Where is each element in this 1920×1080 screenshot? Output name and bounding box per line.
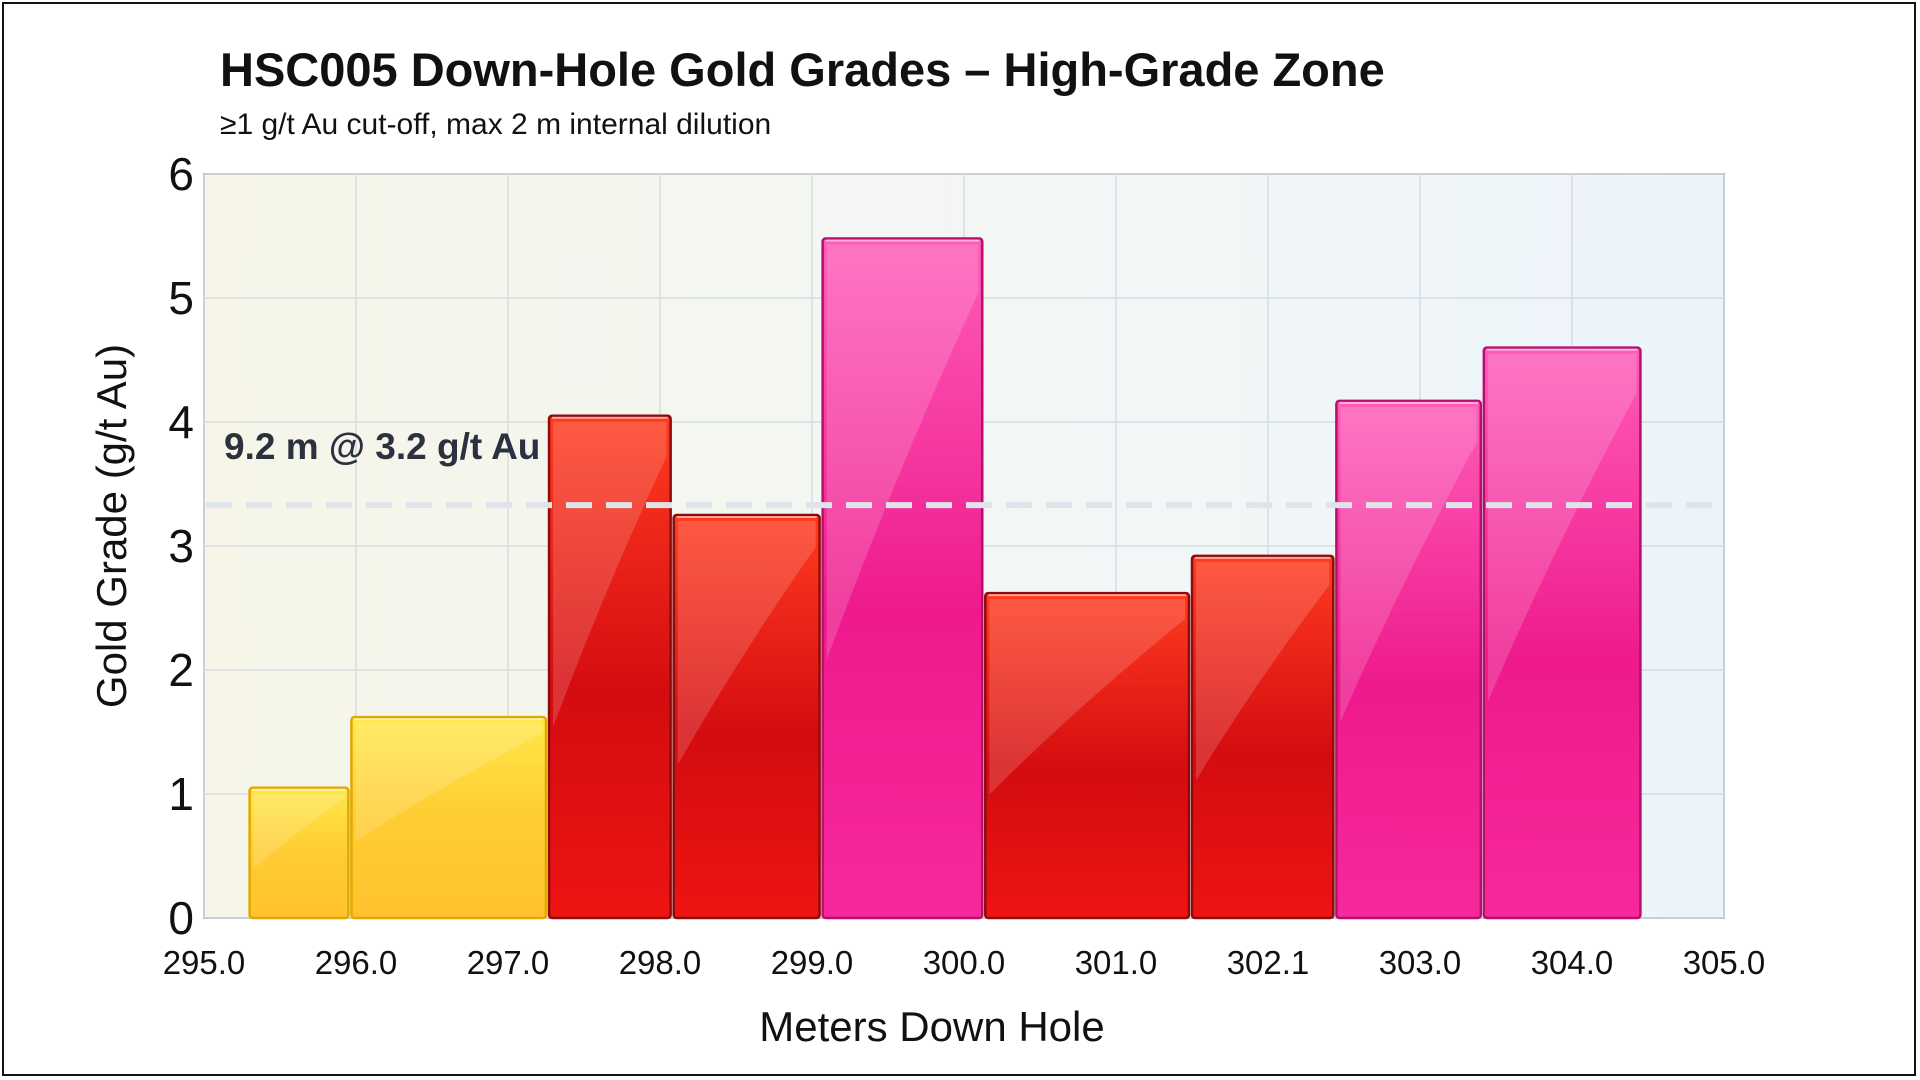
bar-8 (1335, 399, 1483, 920)
y-tick-label: 3 (168, 520, 194, 572)
x-tick-labels: 295.0 296.0 297.0 298.0 299.0 300.0 301.0 302.1… (163, 944, 1766, 981)
x-tick-label: 301.0 (1075, 944, 1158, 981)
chart-subtitle: ≥1 g/t Au cut-off, max 2 m internal dilu… (220, 108, 771, 141)
bar-highlight (1196, 561, 1330, 781)
bar-2 (350, 715, 548, 920)
x-tick-label: 305.0 (1683, 944, 1766, 981)
bar-5 (821, 237, 984, 920)
bar-9 (1482, 346, 1642, 920)
intercept-annotation: 9.2 m @ 3.2 g/t Au (224, 426, 540, 467)
y-tick-label: 1 (168, 768, 194, 820)
bar-highlight (826, 244, 979, 660)
bar-highlight (989, 599, 1185, 795)
y-tick-label: 5 (168, 272, 194, 324)
bar-highlight (1340, 406, 1477, 722)
bar-7 (1190, 554, 1335, 920)
bar-1 (248, 786, 350, 920)
x-axis-label: Meters Down Hole (759, 1003, 1104, 1050)
chart: HSC005 Down-Hole Gold Grades – High-Grad… (88, 43, 1766, 1050)
bar-6 (984, 591, 1191, 920)
y-tick-label: 6 (168, 148, 194, 200)
bar-highlight (355, 723, 542, 842)
bar-body (248, 786, 350, 920)
x-tick-label: 304.0 (1531, 944, 1614, 981)
bar-highlight (253, 793, 345, 869)
x-tick-label: 295.0 (163, 944, 246, 981)
y-tick-label: 2 (168, 644, 194, 696)
x-tick-label: 296.0 (315, 944, 398, 981)
y-tick-label: 0 (168, 892, 194, 944)
x-tick-label: 297.0 (467, 944, 550, 981)
bar-highlight (553, 421, 667, 728)
bar-4 (672, 513, 821, 920)
bar-body (672, 513, 821, 920)
bar-body (821, 237, 984, 920)
bar-body (1190, 554, 1335, 920)
x-tick-label: 299.0 (771, 944, 854, 981)
bar-body (984, 591, 1191, 920)
bar-body (1335, 399, 1483, 920)
x-tick-label: 302.1 (1227, 944, 1310, 981)
y-tick-label: 4 (168, 396, 194, 448)
bars (248, 237, 1642, 920)
y-tick-labels: 0 1 2 3 4 5 6 (168, 148, 194, 944)
x-tick-label: 298.0 (619, 944, 702, 981)
x-tick-label: 303.0 (1379, 944, 1462, 981)
y-axis-label: Gold Grade (g/t Au) (88, 344, 135, 708)
bar-body (1482, 346, 1642, 920)
bar-body (350, 715, 548, 920)
bar-3 (547, 414, 672, 920)
bar-highlight (677, 521, 816, 765)
x-tick-label: 300.0 (923, 944, 1006, 981)
bar-body (547, 414, 672, 920)
chart-title: HSC005 Down-Hole Gold Grades – High-Grad… (220, 43, 1385, 96)
bar-highlight (1487, 353, 1637, 702)
